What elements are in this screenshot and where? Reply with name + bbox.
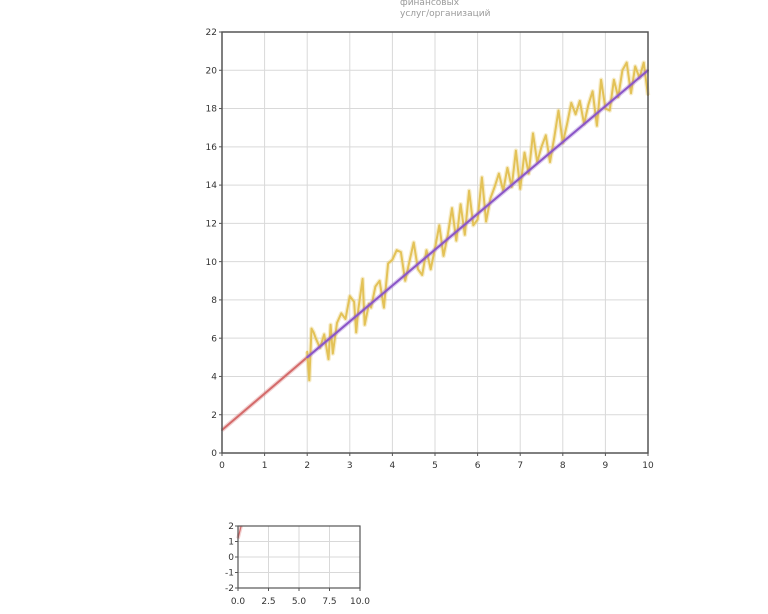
x-tick-label: 1 — [262, 461, 268, 471]
y-tick-label: 0 — [211, 449, 217, 459]
legend-line-1: финансовых — [400, 0, 460, 8]
x-tick-label: 5 — [432, 461, 438, 471]
x-tick-label: 7.5 — [322, 597, 336, 607]
y-tick-label: 2 — [211, 411, 217, 421]
mini-chart: 0.0 2.5 5.0 7.5 10.0 -2 -1 0 1 2 — [225, 522, 370, 607]
y-tick-label: 14 — [206, 181, 218, 191]
y-tick-label: 2 — [228, 522, 234, 532]
y-tick-label: 10 — [206, 258, 218, 268]
x-tick-label: 4 — [390, 461, 396, 471]
y-tick-label: 0 — [228, 553, 234, 563]
x-tick-label: 5.0 — [292, 597, 307, 607]
x-tick-label: 2 — [304, 461, 310, 471]
x-tick-label: 3 — [347, 461, 353, 471]
series-fit-line — [306, 69, 649, 359]
y-tick-label: 22 — [206, 28, 217, 38]
series-noisy-line — [306, 61, 649, 382]
x-tick-label: 7 — [517, 461, 523, 471]
y-tick-label: 20 — [206, 66, 218, 76]
x-tick-label: 8 — [560, 461, 566, 471]
y-tick-label: -2 — [225, 584, 234, 594]
y-tick-label: -1 — [225, 569, 234, 579]
x-tick-label: 9 — [603, 461, 609, 471]
y-tick-label: 4 — [211, 373, 217, 383]
y-tick-label: 12 — [206, 220, 217, 230]
y-tick-label: 1 — [228, 538, 234, 548]
x-tick-label: 2.5 — [261, 597, 275, 607]
y-tick-label: 18 — [206, 105, 218, 115]
y-tick-label: 8 — [211, 296, 217, 306]
x-tick-label: 10.0 — [350, 597, 370, 607]
x-tick-label: 10 — [642, 461, 654, 471]
y-tick-label: 16 — [206, 143, 218, 153]
x-tick-label: 6 — [475, 461, 481, 471]
series-trend-line — [221, 356, 309, 431]
legend-line-2: услуг/организаций — [400, 9, 491, 19]
x-tick-label: 0.0 — [231, 597, 246, 607]
legend-text: финансовых услуг/организаций — [400, 0, 490, 20]
y-tick-label: 6 — [211, 334, 217, 344]
x-tick-label: 0 — [219, 461, 225, 471]
